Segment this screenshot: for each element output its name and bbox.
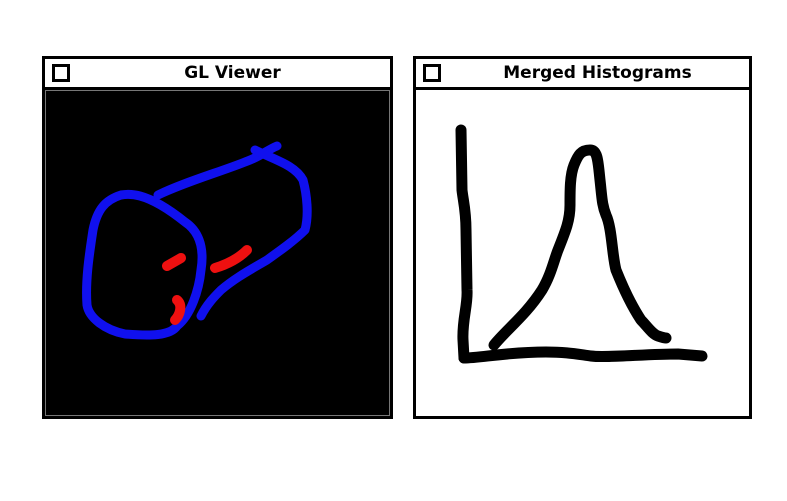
gl-viewer-window: GL Viewer — [42, 56, 393, 419]
histogram-y-axis — [455, 124, 473, 364]
merged-histograms-window: Merged Histograms — [413, 56, 752, 419]
merged-histograms-close-box[interactable] — [423, 64, 441, 82]
red-mark-right — [210, 245, 252, 273]
cylinder-back-end — [196, 145, 312, 321]
gl-viewer-drawing — [82, 141, 312, 340]
gl-viewer-canvas-border — [45, 90, 390, 416]
merged-histograms-drawing — [455, 124, 708, 364]
gl-viewer-canvas[interactable] — [42, 90, 393, 419]
histogram-x-axis — [458, 346, 708, 364]
gl-viewer-close-box[interactable] — [52, 64, 70, 82]
cylinder-top-edge — [153, 141, 282, 200]
histogram-curve — [488, 144, 672, 351]
gl-viewer-titlebar[interactable]: GL Viewer — [42, 56, 393, 90]
merged-histograms-canvas[interactable] — [413, 90, 752, 419]
merged-histograms-title: Merged Histograms — [503, 63, 692, 83]
red-mark-bottom — [170, 295, 186, 325]
gl-viewer-title: GL Viewer — [184, 63, 281, 83]
red-mark-left — [162, 253, 186, 271]
merged-histograms-titlebar[interactable]: Merged Histograms — [413, 56, 752, 90]
cylinder-front-ellipse — [82, 189, 207, 340]
